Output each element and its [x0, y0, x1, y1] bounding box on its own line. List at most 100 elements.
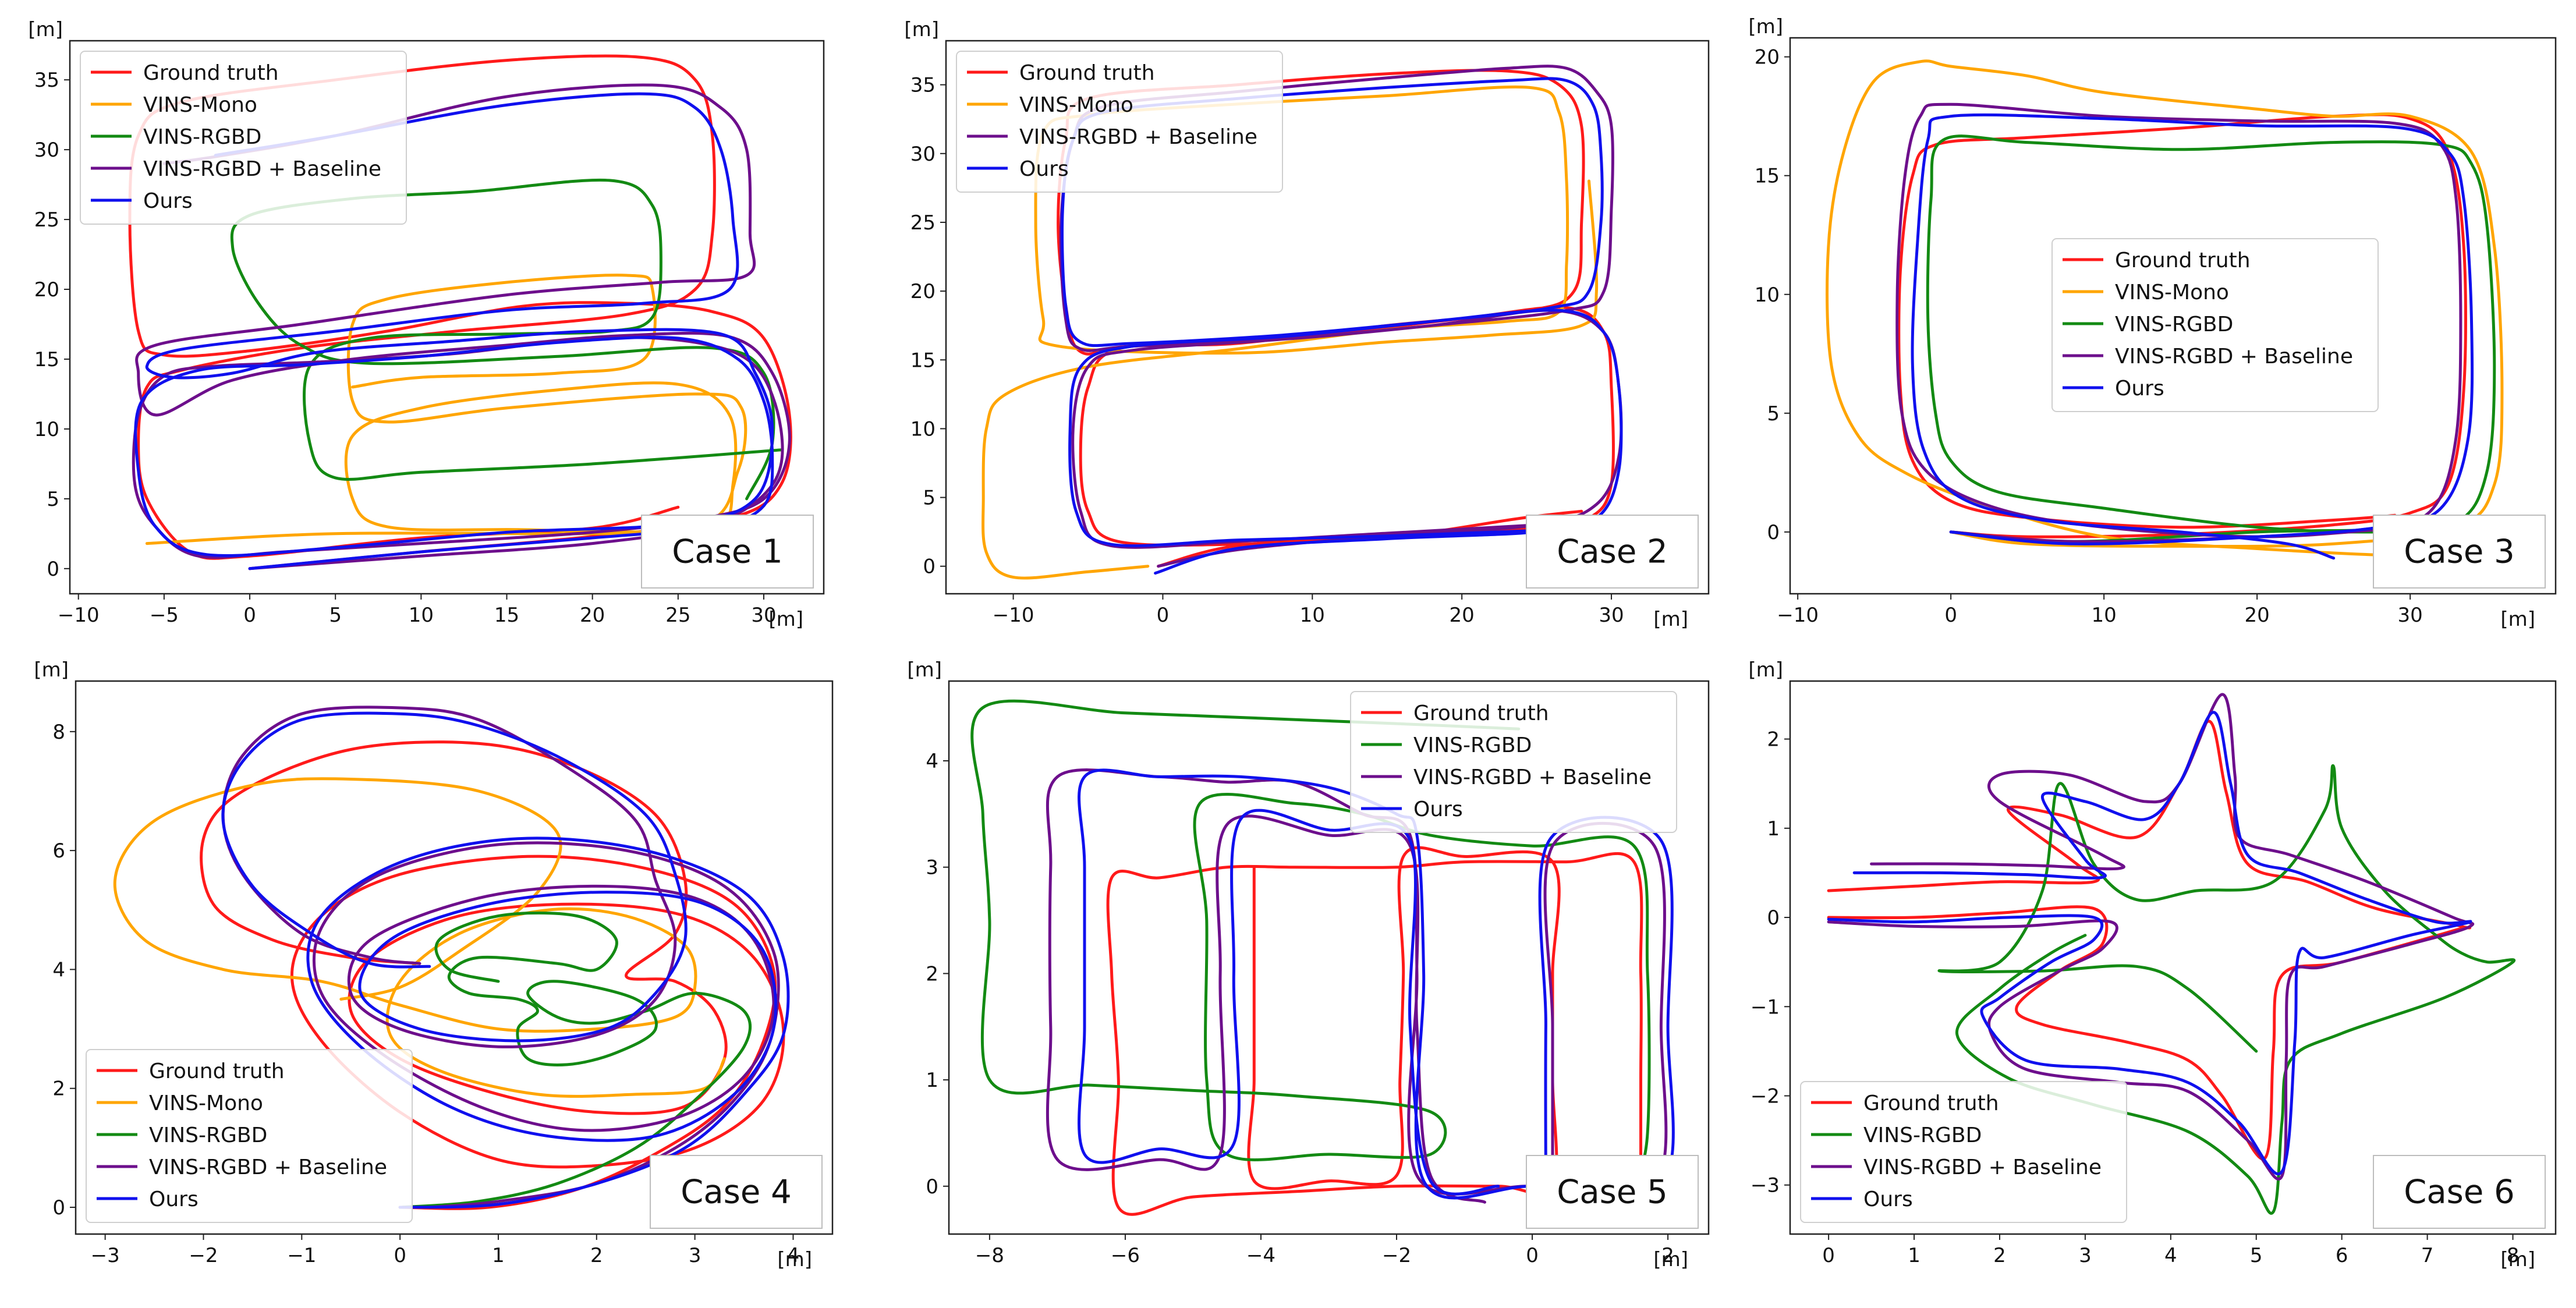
case-5-legend-label-ground-truth: Ground truth	[1413, 701, 1549, 725]
case-1-x-axis-label: [m]	[768, 608, 803, 631]
case-6-y-tick-label: −1	[1751, 995, 1780, 1019]
case-1-y-axis-label: [m]	[28, 18, 63, 41]
case-4-x-tick-label: 0	[394, 1244, 406, 1267]
case-1-x-tick-label: 25	[665, 604, 690, 627]
case-6-legend: Ground truth VINS-RGBD VINS-RGBD + Baselin…	[1800, 1081, 2127, 1223]
case-4-legend-label-vins-mono: VINS-Mono	[149, 1091, 263, 1115]
case-3-legend-label-vins-rgbd: VINS-RGBD	[2115, 313, 2233, 336]
case-2-legend-label-vins-mono: VINS-Mono	[1019, 93, 1133, 117]
case-4-series-ground-truth	[200, 740, 785, 1210]
case-3-y-axis-label: [m]	[1748, 15, 1783, 38]
case-3-x-axis-label: [m]	[2500, 608, 2535, 631]
case-4-legend-label-vins-rgbd: VINS-RGBD	[149, 1123, 267, 1147]
case-5-legend-label-vins-rgbd: VINS-RGBD	[1413, 733, 1532, 757]
case-1-legend-label-ground-truth: Ground truth	[143, 61, 279, 85]
case-2-legend: Ground truth VINS-Mono VINS-RGBD + Baselin…	[956, 51, 1283, 193]
case-5-x-tick-label: −4	[1246, 1244, 1275, 1267]
case-6-y-tick-label: −2	[1751, 1085, 1780, 1108]
case-5-series-ground-truth	[1106, 846, 1643, 1216]
case-6-y-tick-label: 0	[1767, 906, 1780, 930]
case-2-x-tick-label: 10	[1300, 604, 1325, 627]
case-4-y-axis-label: [m]	[34, 658, 69, 682]
case-6-label: Case 6	[2404, 1174, 2514, 1211]
case-2-plot-area	[981, 65, 1623, 580]
case-2-y-tick-label: 15	[910, 349, 936, 372]
case-5-legend-label-ours: Ours	[1413, 797, 1463, 821]
case-6-x-tick-label: 0	[1822, 1244, 1835, 1267]
case-4-x-tick-label: 3	[689, 1244, 701, 1267]
case-6-series-ours	[1827, 711, 2472, 1175]
case-6-y-tick-label: 2	[1767, 728, 1780, 752]
case-2-y-tick-label: 25	[910, 211, 936, 235]
case-3-y-tick-label: 15	[1755, 165, 1780, 188]
case-4-y-tick-label: 2	[52, 1077, 65, 1101]
case-5-panel: −8 −6 −4 −2 0 2 0 1 2 3 4 [m] [m] Ground truth VINS-RG…	[907, 658, 1710, 1271]
case-4-label-box	[650, 1155, 823, 1229]
case-5-legend-label-vins-rgbd-baseline: VINS-RGBD + Baseline	[1413, 765, 1652, 789]
case-1-label-box	[641, 515, 814, 589]
case-2-legend-label-vins-rgbd-baseline: VINS-RGBD + Baseline	[1019, 125, 1257, 149]
case-6-label-box	[2373, 1155, 2546, 1229]
case-4-plot-area	[113, 706, 790, 1210]
case-1-series-vins-rgbd-baseline	[132, 83, 791, 570]
case-2-panel: −10 0 10 20 30 0 5 10 15 20 25 30 35 [m] [m] Ground tru…	[904, 18, 1710, 631]
case-4-y-tick-label: 0	[52, 1196, 65, 1220]
case-1-y-tick-label: 35	[34, 69, 59, 92]
case-6-y-tick-label: 1	[1767, 817, 1780, 841]
case-5-series-ours	[1078, 768, 1675, 1200]
case-2-label: Case 2	[1557, 533, 1667, 571]
case-3-y-tick-label: 5	[1767, 402, 1780, 426]
case-3-x-tick-label: −10	[1777, 604, 1819, 627]
case-5-x-tick-label: 2	[1661, 1244, 1674, 1267]
case-1-legend: Ground truth VINS-Mono VINS-RGBD VINS-RGBD …	[80, 51, 407, 225]
case-2-x-tick-label: 0	[1157, 604, 1170, 627]
case-3-x-tick-label: 30	[2398, 604, 2423, 627]
case-1-y-tick-label: 25	[34, 208, 59, 232]
case-2-label-box	[1526, 515, 1699, 589]
case-4-legend-label-ground-truth: Ground truth	[149, 1059, 285, 1083]
case-4-x-tick-label: 1	[492, 1244, 505, 1267]
case-6-x-tick-label: 8	[2507, 1244, 2520, 1267]
case-6-plot-area	[1827, 693, 2516, 1215]
case-5-plot-area	[970, 699, 1675, 1216]
case-4-x-axis-label: [m]	[777, 1248, 812, 1271]
case-2-y-tick-label: 5	[923, 487, 936, 510]
case-3-legend-label-vins-mono: VINS-Mono	[2115, 281, 2229, 304]
case-5-x-tick-label: 0	[1526, 1244, 1539, 1267]
case-4-legend: Ground truth VINS-Mono VINS-RGBD VINS-RGBD …	[86, 1049, 413, 1223]
case-4-y-tick-label: 4	[52, 958, 65, 981]
case-1-x-tick-label: 5	[329, 604, 342, 627]
case-1-y-tick-label: 10	[34, 418, 59, 441]
case-4-x-tick-label: −3	[91, 1244, 120, 1267]
case-2-legend-label-ours: Ours	[1019, 157, 1069, 181]
case-1-label: Case 1	[672, 533, 782, 571]
case-6-x-tick-label: 5	[2250, 1244, 2263, 1267]
case-5-x-tick-label: −6	[1111, 1244, 1140, 1267]
case-2-y-tick-label: 20	[910, 280, 936, 303]
case-5-y-tick-label: 3	[926, 856, 938, 880]
case-4-series-ours	[221, 711, 790, 1209]
case-3-legend-label-ours: Ours	[2115, 377, 2164, 400]
case-5-legend: Ground truth VINS-RGBD VINS-RGBD + Baselin…	[1350, 691, 1677, 833]
case-3-legend-label-ground-truth: Ground truth	[2115, 249, 2251, 272]
case-3-panel: −10 0 10 20 30 0 5 10 15 20 [m] [m] Ground truth VINS…	[1748, 15, 2557, 631]
case-3-legend-label-vins-rgbd-baseline: VINS-RGBD + Baseline	[2115, 345, 2353, 368]
case-1-x-tick-label: 10	[409, 604, 434, 627]
case-2-y-tick-label: 0	[923, 555, 936, 579]
case-2-legend-box	[956, 51, 1283, 193]
case-1-x-tick-label: −5	[150, 604, 179, 627]
case-1-legend-label-vins-mono: VINS-Mono	[143, 93, 257, 117]
case-6-y-axis-label: [m]	[1748, 658, 1783, 682]
case-4-y-tick-label: 8	[52, 721, 65, 744]
case-4-x-tick-label: −1	[287, 1244, 316, 1267]
case-2-series-ours	[1061, 77, 1623, 575]
case-2-y-axis-label: [m]	[904, 18, 939, 41]
case-6-legend-label-ground-truth: Ground truth	[1863, 1091, 1999, 1115]
case-6-legend-label-ours: Ours	[1863, 1188, 1913, 1211]
case-3-legend-box	[2051, 238, 2379, 412]
case-5-x-tick-label: −8	[975, 1244, 1004, 1267]
case-4-label: Case 4	[681, 1174, 791, 1211]
case-4-y-tick-label: 6	[52, 839, 65, 863]
case-1-x-tick-label: 20	[580, 604, 605, 627]
case-6-panel: 0 1 2 3 4 5 6 7 8 −3 −2 −1 0 1 2 [m] [m] Ground truth VINS…	[1748, 658, 2557, 1271]
